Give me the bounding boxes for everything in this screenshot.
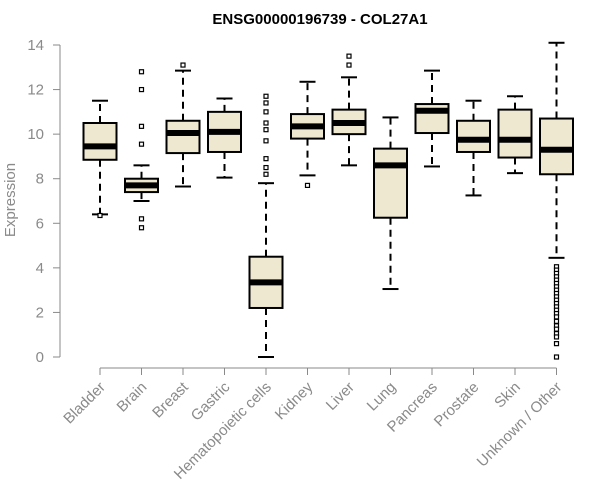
- box-iqr: [165, 119, 201, 155]
- outlier-point: [263, 156, 269, 162]
- outlier-point: [138, 69, 145, 75]
- y-axis-label: Expression: [2, 163, 19, 237]
- box-pancreas: [414, 69, 450, 168]
- outlier-point: [553, 341, 560, 347]
- outlier-point: [346, 62, 352, 68]
- y-tick-label: 10: [27, 126, 44, 143]
- box-skin: [497, 95, 533, 175]
- outlier-point: [263, 120, 269, 126]
- chart-title: ENSG00000196739 - COL27A1: [212, 11, 427, 28]
- y-tick-label: 4: [36, 260, 44, 277]
- box-iqr: [373, 147, 408, 219]
- y-tick-label: 0: [36, 349, 44, 366]
- outlier-point: [553, 326, 560, 332]
- y-axis: 0 2 4 6 8 10 12 14: [27, 37, 61, 366]
- box-hematopoietic-cells: [248, 93, 284, 358]
- box-kidney: [290, 80, 325, 188]
- outlier-point: [263, 100, 269, 106]
- box-bladder: [82, 99, 118, 219]
- box-liver: [331, 53, 367, 167]
- x-tick-label: Breast: [149, 378, 192, 421]
- outlier-point: [263, 109, 269, 115]
- outlier-point: [263, 171, 269, 177]
- box-unknown-other: [539, 41, 574, 360]
- y-tick-label: 8: [36, 171, 44, 188]
- box-iqr: [82, 122, 118, 161]
- x-tick-label: Kidney: [272, 378, 317, 423]
- x-tick-label: Liver: [323, 379, 358, 414]
- outlier-point: [553, 314, 560, 320]
- outlier-point: [346, 53, 352, 59]
- outlier-point: [553, 334, 560, 340]
- outlier-point: [138, 225, 145, 231]
- box-gastric: [207, 97, 242, 179]
- y-tick-label: 14: [27, 37, 44, 54]
- box-breast: [165, 62, 201, 188]
- x-tick-label: Prostate: [431, 379, 483, 431]
- outlier-point: [263, 138, 269, 144]
- outlier-point: [263, 164, 269, 171]
- box-lung: [373, 116, 408, 291]
- outlier-point: [304, 182, 311, 188]
- outlier-point: [553, 354, 560, 360]
- x-tick-label: Lung: [364, 379, 400, 415]
- box-iqr: [539, 117, 574, 176]
- y-tick-label: 6: [36, 215, 44, 232]
- boxes-group: [82, 41, 574, 360]
- box-iqr: [497, 108, 533, 159]
- outlier-point: [553, 318, 560, 324]
- outlier-point: [138, 141, 145, 147]
- outlier-point: [138, 216, 145, 222]
- y-tick-label: 2: [36, 304, 44, 321]
- x-tick-label: Skin: [491, 379, 524, 412]
- box-prostate: [456, 99, 491, 197]
- outlier-point: [97, 212, 103, 219]
- y-tick-label: 12: [27, 82, 44, 99]
- outlier-point: [138, 86, 145, 93]
- outlier-point: [180, 62, 186, 68]
- outlier-point: [138, 123, 145, 129]
- box-brain: [124, 69, 159, 231]
- outlier-point: [263, 127, 269, 133]
- outlier-point: [263, 93, 269, 99]
- x-tick-label: Bladder: [60, 379, 109, 428]
- box-iqr: [456, 119, 491, 153]
- x-tick-label: Brain: [114, 379, 151, 416]
